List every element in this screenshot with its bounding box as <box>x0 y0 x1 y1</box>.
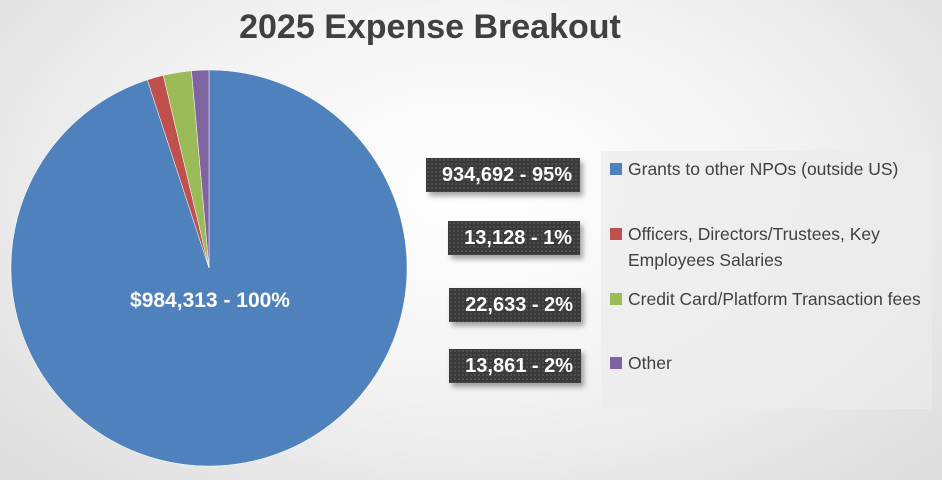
legend: Grants to other NPOs (outside US) Office… <box>601 151 932 409</box>
legend-item-3: Other <box>610 350 929 376</box>
legend-label: Officers, Directors/Trustees, Key Employ… <box>628 224 880 270</box>
legend-swatch <box>610 293 622 305</box>
legend-swatch <box>610 357 622 369</box>
data-label-2: 22,633 - 2% <box>449 288 581 322</box>
legend-label: Other <box>628 353 672 373</box>
legend-item-0: Grants to other NPOs (outside US) <box>610 156 929 182</box>
data-label-0: 934,692 - 95% <box>426 158 580 192</box>
chart-title: 2025 Expense Breakout <box>239 8 621 46</box>
legend-swatch <box>610 228 622 240</box>
data-label-3: 13,861 - 2% <box>449 349 581 383</box>
legend-item-1: Officers, Directors/Trustees, Key Employ… <box>610 221 929 273</box>
legend-label: Credit Card/Platform Transaction fees <box>628 289 921 309</box>
center-total-label: $984,313 - 100% <box>130 289 290 312</box>
legend-swatch <box>610 163 622 175</box>
pie-slice-3 <box>191 69 210 269</box>
legend-label: Grants to other NPOs (outside US) <box>628 159 899 179</box>
data-label-1: 13,128 - 1% <box>448 221 580 255</box>
legend-item-2: Credit Card/Platform Transaction fees <box>610 286 929 312</box>
